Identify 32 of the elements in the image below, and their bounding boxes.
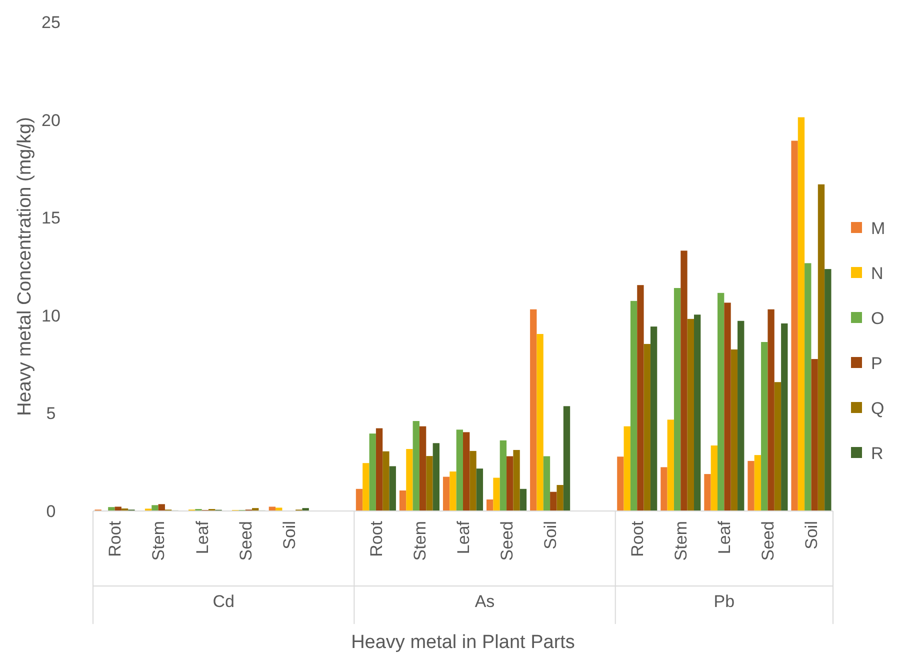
legend-label: P: [871, 354, 882, 373]
x-tick-label: Leaf: [715, 520, 734, 554]
legend-label: N: [871, 264, 884, 283]
y-tick-label: 0: [46, 502, 56, 521]
x-tick-label: Soil: [541, 521, 560, 550]
y-tick-label: 5: [46, 404, 56, 424]
x-tick-label: Soil: [280, 521, 299, 550]
x-tick-label: Seed: [758, 521, 778, 561]
legend-label: Q: [871, 398, 884, 418]
x-tick-label: Seed: [497, 521, 516, 561]
legend-label: R: [871, 444, 884, 463]
x-axis-title: Heavy metal in Plant Parts: [351, 632, 575, 653]
x-tick-label: Stem: [410, 521, 430, 561]
legend-label: M: [871, 218, 886, 238]
x-tick-label: Root: [106, 520, 125, 557]
x-tick-label: Root: [628, 520, 648, 557]
y-tick-label: 25: [42, 12, 60, 32]
x-tick-label: Stem: [149, 521, 168, 561]
text: Pb: [714, 592, 735, 611]
y-tick-label: 15: [42, 208, 60, 228]
x-tick-label: Root: [366, 520, 386, 557]
text: Cd: [212, 592, 234, 611]
text: As: [474, 592, 495, 611]
y-tick-label: 20: [42, 110, 60, 130]
x-tick-label: Stem: [672, 521, 691, 561]
y-tick-label: 10: [42, 306, 60, 326]
x-tick-label: Seed: [236, 521, 256, 561]
legend-label: O: [871, 308, 884, 328]
x-tick-label: Leaf: [454, 520, 473, 554]
y-axis-title: Heavy metal Concentration (mg/kg): [14, 117, 36, 416]
x-tick-label: Leaf: [192, 520, 212, 554]
x-tick-label: Soil: [802, 521, 822, 550]
